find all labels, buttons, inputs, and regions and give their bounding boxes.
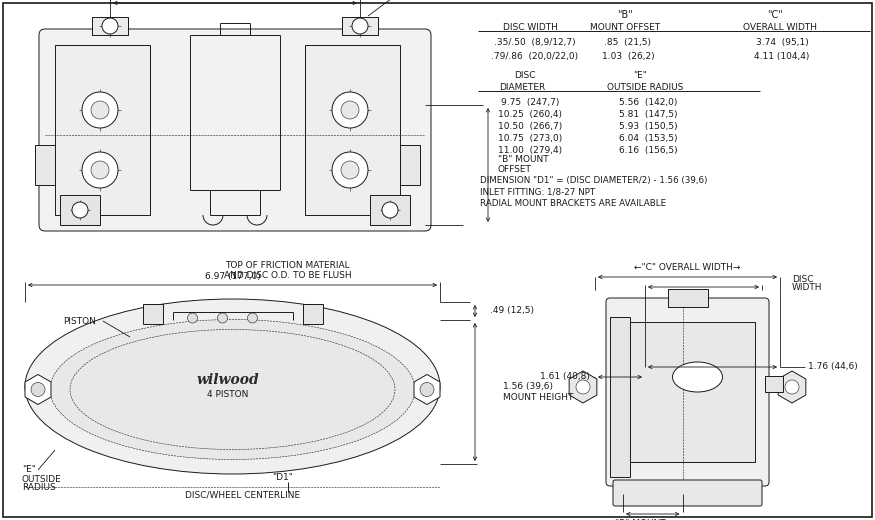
Circle shape xyxy=(82,152,118,188)
Text: 3.74  (95,1): 3.74 (95,1) xyxy=(756,37,808,46)
Text: "B" MOUNT: "B" MOUNT xyxy=(498,154,549,163)
Text: 6.97 (177,0): 6.97 (177,0) xyxy=(205,272,261,281)
Text: INLET FITTING: 1/8-27 NPT: INLET FITTING: 1/8-27 NPT xyxy=(480,188,595,197)
Text: 10.50  (266,7): 10.50 (266,7) xyxy=(498,122,562,131)
Bar xyxy=(342,17,378,35)
Bar xyxy=(60,195,100,225)
Text: 11.00  (279,4): 11.00 (279,4) xyxy=(498,146,562,154)
Circle shape xyxy=(31,383,45,396)
Text: DISC/WHEEL CENTERLINE: DISC/WHEEL CENTERLINE xyxy=(185,490,300,500)
Text: DISC WIDTH: DISC WIDTH xyxy=(502,22,557,32)
Text: 1.61 (40,8): 1.61 (40,8) xyxy=(540,372,590,382)
Circle shape xyxy=(576,380,590,394)
FancyBboxPatch shape xyxy=(39,29,431,231)
Bar xyxy=(620,322,755,462)
Ellipse shape xyxy=(50,319,415,460)
Text: OUTSIDE: OUTSIDE xyxy=(22,474,62,484)
Bar xyxy=(305,45,400,215)
Text: 1.56 (39,6): 1.56 (39,6) xyxy=(503,383,553,392)
Text: TOP OF FRICTION MATERIAL: TOP OF FRICTION MATERIAL xyxy=(225,261,350,269)
Circle shape xyxy=(218,313,228,323)
Ellipse shape xyxy=(25,299,440,474)
Circle shape xyxy=(352,18,368,34)
Text: .49 (12,5): .49 (12,5) xyxy=(490,306,534,316)
Text: DIAMETER: DIAMETER xyxy=(499,83,545,92)
Bar xyxy=(92,17,128,35)
Text: MOUNT OFFSET: MOUNT OFFSET xyxy=(590,22,660,32)
Circle shape xyxy=(332,152,368,188)
Circle shape xyxy=(72,202,88,218)
Text: AND DISC O.D. TO BE FLUSH: AND DISC O.D. TO BE FLUSH xyxy=(224,270,352,280)
Text: 1.76 (44,6): 1.76 (44,6) xyxy=(808,362,858,371)
Circle shape xyxy=(382,202,398,218)
Bar xyxy=(143,304,163,324)
Text: PISTON: PISTON xyxy=(63,318,96,327)
Text: "C": "C" xyxy=(767,10,783,20)
Text: OFFSET: OFFSET xyxy=(498,164,532,174)
Text: "E": "E" xyxy=(22,465,36,474)
Bar xyxy=(303,304,323,324)
Circle shape xyxy=(341,161,359,179)
Bar xyxy=(55,45,150,215)
Bar xyxy=(400,145,420,185)
Text: "B" MOUNT: "B" MOUNT xyxy=(615,518,666,520)
Bar xyxy=(765,376,783,392)
FancyBboxPatch shape xyxy=(613,480,762,506)
Circle shape xyxy=(91,161,109,179)
Text: RADIUS: RADIUS xyxy=(22,484,56,492)
Text: 6.16  (156,5): 6.16 (156,5) xyxy=(619,146,677,154)
Text: MOUNT HEIGHT: MOUNT HEIGHT xyxy=(503,393,573,401)
Text: OUTSIDE RADIUS: OUTSIDE RADIUS xyxy=(607,83,683,92)
Text: 10.25  (260,4): 10.25 (260,4) xyxy=(498,110,562,119)
Text: .35/.50  (8,9/12,7): .35/.50 (8,9/12,7) xyxy=(494,37,576,46)
Text: "B": "B" xyxy=(617,10,633,20)
Text: wilwood: wilwood xyxy=(196,372,259,386)
Circle shape xyxy=(91,101,109,119)
Bar xyxy=(370,195,410,225)
Text: 4 PISTON: 4 PISTON xyxy=(206,390,248,399)
FancyBboxPatch shape xyxy=(606,298,769,486)
Circle shape xyxy=(82,92,118,128)
Text: 4.11 (104,4): 4.11 (104,4) xyxy=(754,51,809,60)
Text: ←"C" OVERALL WIDTH→: ←"C" OVERALL WIDTH→ xyxy=(634,264,740,272)
Text: DISC: DISC xyxy=(514,71,536,80)
Text: 6.04  (153,5): 6.04 (153,5) xyxy=(619,134,677,142)
Text: .85  (21,5): .85 (21,5) xyxy=(605,37,652,46)
Text: "E": "E" xyxy=(634,71,647,80)
Circle shape xyxy=(785,380,799,394)
Text: 5.93  (150,5): 5.93 (150,5) xyxy=(619,122,677,131)
Text: "D1": "D1" xyxy=(272,474,293,483)
Circle shape xyxy=(187,313,198,323)
Bar xyxy=(35,145,55,185)
Text: 1.03  (26,2): 1.03 (26,2) xyxy=(602,51,654,60)
Bar xyxy=(610,317,630,477)
Circle shape xyxy=(420,383,434,396)
Bar xyxy=(668,289,708,307)
Text: 5.56  (142,0): 5.56 (142,0) xyxy=(619,98,677,107)
Text: OVERALL WIDTH: OVERALL WIDTH xyxy=(743,22,817,32)
Circle shape xyxy=(341,101,359,119)
Text: DISC: DISC xyxy=(792,275,814,283)
Circle shape xyxy=(102,18,118,34)
Circle shape xyxy=(248,313,257,323)
Text: 9.75  (247,7): 9.75 (247,7) xyxy=(500,98,559,107)
Ellipse shape xyxy=(673,362,723,392)
Text: .79/.86  (20,0/22,0): .79/.86 (20,0/22,0) xyxy=(492,51,578,60)
Circle shape xyxy=(332,92,368,128)
Text: 10.75  (273,0): 10.75 (273,0) xyxy=(498,134,562,142)
Text: WIDTH: WIDTH xyxy=(792,283,822,292)
Text: DIMENSION "D1" = (DISC DIAMETER/2) - 1.56 (39,6): DIMENSION "D1" = (DISC DIAMETER/2) - 1.5… xyxy=(480,175,708,185)
Text: RADIAL MOUNT BRACKETS ARE AVAILABLE: RADIAL MOUNT BRACKETS ARE AVAILABLE xyxy=(480,200,666,209)
Text: 5.81  (147,5): 5.81 (147,5) xyxy=(619,110,677,119)
